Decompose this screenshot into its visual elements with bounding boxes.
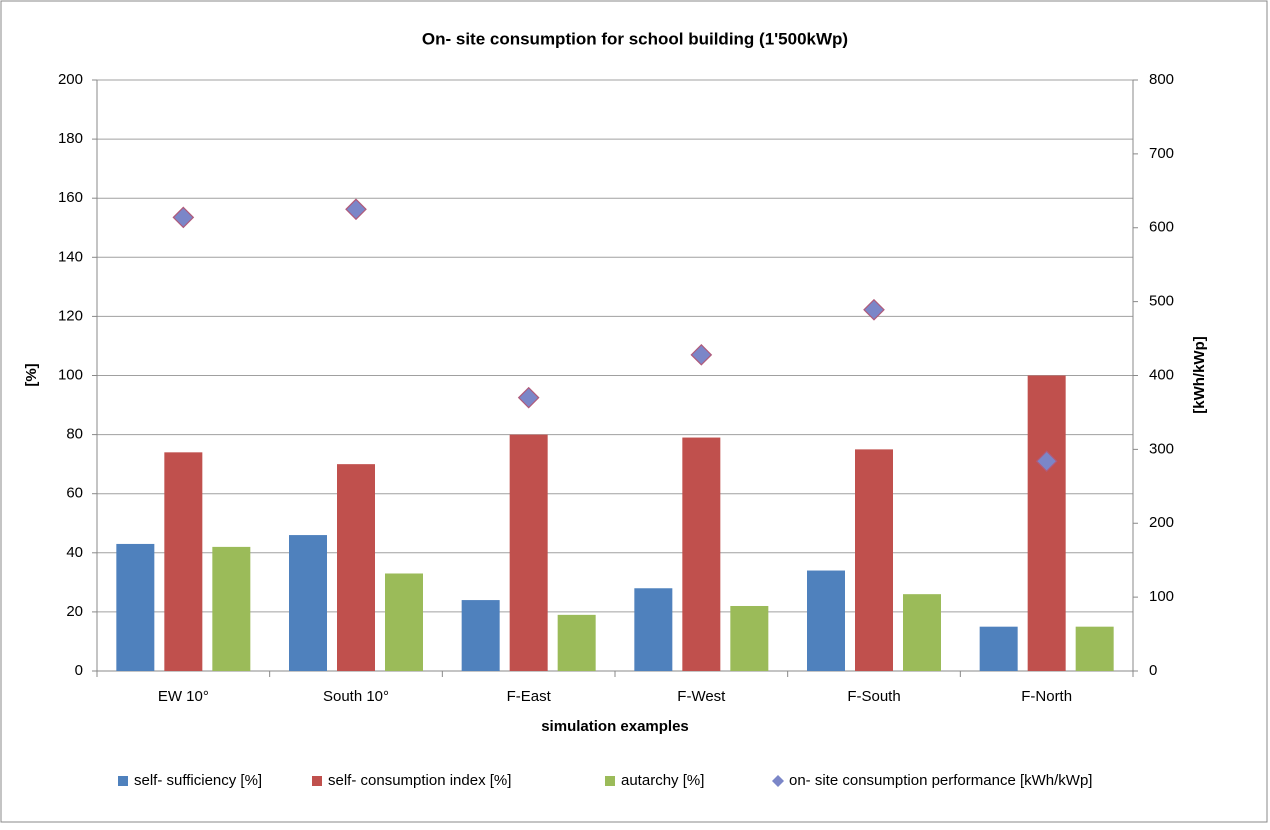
bar [1075, 626, 1114, 671]
legend-swatch [118, 776, 128, 786]
y-tick-label: 140 [58, 248, 83, 265]
y-tick-label: 100 [58, 366, 83, 383]
y2-tick-label: 600 [1149, 219, 1174, 236]
legend-label: self- consumption index [%] [328, 772, 511, 789]
point [690, 343, 713, 366]
x-tick-label: F-East [507, 688, 552, 705]
y-axis-title: [%] [23, 363, 40, 386]
y-tick-label: 200 [58, 71, 83, 88]
bar [289, 535, 327, 671]
y-tick-label: 80 [66, 426, 83, 443]
bar [164, 452, 203, 671]
legend-swatch [605, 776, 615, 786]
legend-label: self- sufficiency [%] [134, 772, 262, 789]
bar [634, 588, 673, 671]
y2-tick-label: 200 [1149, 514, 1174, 531]
point [345, 198, 367, 221]
bar [116, 543, 155, 671]
point [863, 298, 885, 321]
y-tick-label: 40 [66, 544, 83, 561]
point [517, 386, 540, 409]
y-tick-label: 120 [58, 307, 83, 324]
bar [903, 594, 941, 671]
legend-swatch [312, 776, 322, 786]
legend-swatch [772, 775, 784, 787]
y2-tick-label: 800 [1149, 71, 1174, 88]
y-tick-label: 20 [66, 603, 83, 620]
x-tick-label: EW 10° [158, 688, 209, 705]
y2-tick-label: 700 [1149, 145, 1174, 162]
y-tick-label: 180 [58, 130, 83, 147]
bar [461, 600, 500, 671]
bar [385, 573, 423, 671]
point [1035, 450, 1058, 473]
bar [557, 614, 596, 671]
x-tick-label: F-West [677, 688, 726, 705]
legend-label: autarchy [%] [621, 772, 704, 789]
legend-label: on- site consumption performance [kWh/kW… [789, 772, 1092, 789]
bar [807, 570, 845, 671]
bar [337, 464, 375, 671]
y2-tick-label: 0 [1149, 662, 1157, 679]
x-tick-label: F-South [847, 688, 900, 705]
bar [730, 605, 769, 671]
y2-tick-label: 300 [1149, 440, 1174, 457]
y2-tick-label: 100 [1149, 588, 1174, 605]
y2-tick-label: 500 [1149, 293, 1174, 310]
x-tick-label: South 10° [323, 688, 389, 705]
x-tick-label: F-North [1021, 688, 1072, 705]
bar [212, 546, 251, 671]
x-axis-title: simulation examples [541, 718, 689, 735]
point [172, 206, 195, 229]
chart-title: On- site consumption for school building… [422, 29, 848, 48]
y2-axis-title: [kWh/kWp] [1191, 336, 1208, 413]
y-tick-label: 160 [58, 189, 83, 206]
y-tick-label: 0 [75, 662, 83, 679]
bar [682, 437, 721, 671]
bar [509, 434, 548, 671]
bar [855, 449, 893, 671]
y2-tick-label: 400 [1149, 366, 1174, 383]
bar [1027, 375, 1066, 671]
bar [979, 626, 1018, 671]
y-tick-label: 60 [66, 485, 83, 502]
